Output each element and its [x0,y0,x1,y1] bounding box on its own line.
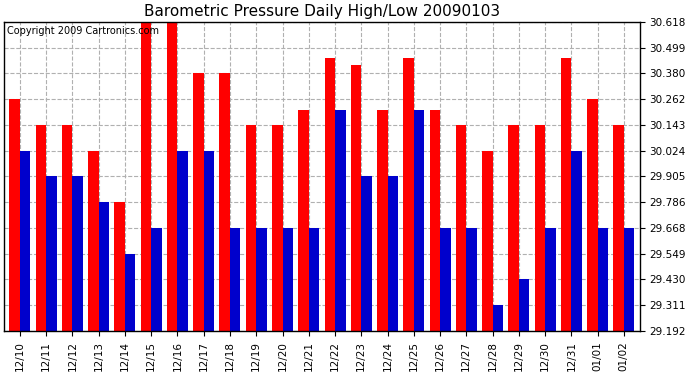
Bar [256,228,267,331]
Bar [20,151,30,331]
Bar [151,228,161,331]
Bar [535,125,545,331]
Bar [230,228,241,331]
Bar [388,176,398,331]
Bar [403,58,414,331]
Bar [99,202,109,331]
Bar [177,151,188,331]
Bar [456,125,466,331]
Bar [46,176,57,331]
Bar [272,125,282,331]
Bar [88,151,99,331]
Bar [282,228,293,331]
Bar [125,254,135,331]
Bar [519,279,529,331]
Bar [414,110,424,331]
Bar [246,125,256,331]
Bar [561,58,571,331]
Bar [115,202,125,331]
Bar [308,228,319,331]
Bar [377,110,388,331]
Bar [219,74,230,331]
Bar [193,74,204,331]
Bar [482,151,493,331]
Bar [36,125,46,331]
Bar [440,228,451,331]
Bar [351,64,362,331]
Bar [72,176,83,331]
Bar [141,22,151,331]
Bar [335,110,346,331]
Bar [466,228,477,331]
Bar [509,125,519,331]
Bar [571,151,582,331]
Bar [362,176,372,331]
Bar [587,99,598,331]
Bar [10,99,20,331]
Bar [624,228,634,331]
Bar [204,151,214,331]
Bar [324,58,335,331]
Title: Barometric Pressure Daily High/Low 20090103: Barometric Pressure Daily High/Low 20090… [144,4,500,19]
Bar [167,22,177,331]
Bar [430,110,440,331]
Bar [298,110,308,331]
Bar [62,125,72,331]
Bar [613,125,624,331]
Bar [598,228,608,331]
Bar [493,305,503,331]
Text: Copyright 2009 Cartronics.com: Copyright 2009 Cartronics.com [8,26,159,36]
Bar [545,228,555,331]
